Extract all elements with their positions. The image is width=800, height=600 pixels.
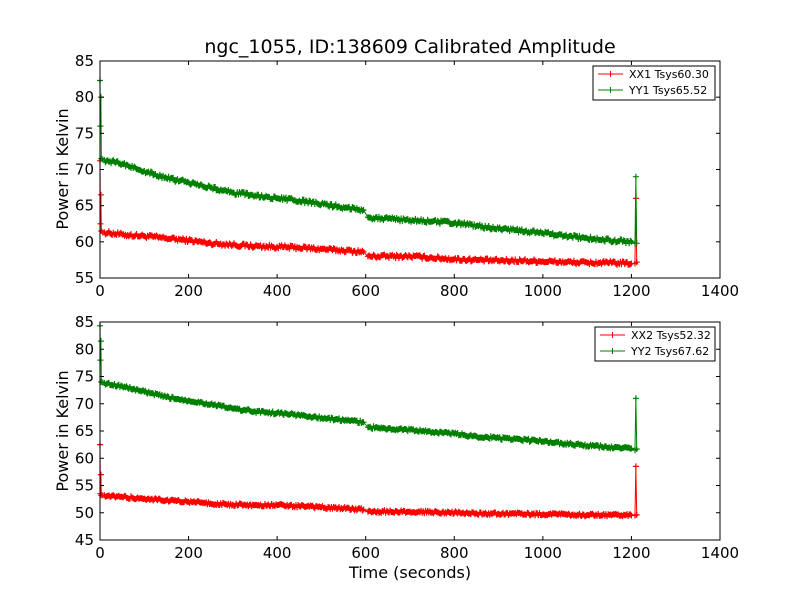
series-markers-xx <box>97 441 640 520</box>
x-tick-label: 800 <box>440 282 469 300</box>
x-tick-label: 1400 <box>701 544 739 562</box>
x-tick-label: 800 <box>440 544 469 562</box>
chart-title: ngc_1055, ID:138609 Calibrated Amplitude <box>204 36 615 58</box>
y-tick-label: 85 <box>75 313 94 331</box>
top-panel: 0 200 400 600 800 1000 1200 140055606570758085 … <box>53 52 739 300</box>
bottom-y-axis-label: Power in Kelvin <box>53 370 72 491</box>
y-tick-label: 50 <box>75 504 94 522</box>
y-tick-label: 75 <box>75 368 94 386</box>
series-markers-yy <box>97 77 640 247</box>
x-tick-label: 200 <box>174 282 203 300</box>
x-tick-label: 1400 <box>701 282 739 300</box>
x-tick-label: 200 <box>174 544 203 562</box>
x-tick-label: 1200 <box>612 282 650 300</box>
y-tick-label: 60 <box>75 449 94 467</box>
series-line-xx <box>99 160 638 266</box>
legend-label-yy1: YY1 Tsys65.52 <box>628 84 707 97</box>
y-tick-label: 70 <box>75 395 94 413</box>
x-tick-label: 400 <box>263 282 292 300</box>
x-tick-label: 1000 <box>524 282 562 300</box>
y-tick-label: 45 <box>75 531 94 549</box>
y-tick-label: 55 <box>75 477 94 495</box>
x-tick-label: 1200 <box>612 544 650 562</box>
y-tick-label: 75 <box>75 124 94 142</box>
x-tick-label: 0 <box>95 544 105 562</box>
series-line-xx <box>99 444 638 518</box>
legend-label-yy2: YY2 Tsys67.62 <box>630 345 709 358</box>
x-tick-label: 600 <box>351 282 380 300</box>
top-y-axis-label: Power in Kelvin <box>53 108 72 229</box>
y-tick-label: 80 <box>75 88 94 106</box>
legend-label-xx2: XX2 Tsys52.32 <box>631 329 711 342</box>
series-line-yy <box>99 325 638 451</box>
legend-label-xx1: XX1 Tsys60.30 <box>629 68 709 81</box>
x-tick-label: 400 <box>263 544 292 562</box>
bottom-legend-box <box>594 326 716 362</box>
y-tick-label: 60 <box>75 233 94 251</box>
y-tick-label: 65 <box>75 422 94 440</box>
bottom-x-axis-label: Time (seconds) <box>348 563 471 582</box>
y-tick-label: 85 <box>75 52 94 70</box>
top-legend-box <box>592 65 716 101</box>
x-tick-label: 0 <box>95 282 105 300</box>
x-tick-label: 1000 <box>524 544 562 562</box>
bottom-legend: XX2 Tsys52.32 YY2 Tsys67.62 <box>594 326 716 362</box>
x-tick-label: 600 <box>351 544 380 562</box>
bottom-panel: 0 200 400 600 800 1000 1200 1400 45 50 55 60 65 70 75 8… <box>53 313 739 582</box>
top-legend: XX1 Tsys60.30 YY1 Tsys65.52 <box>592 65 716 101</box>
y-tick-label: 80 <box>75 340 94 358</box>
y-tick-label: 55 <box>75 269 94 287</box>
series-markers-yy <box>97 322 640 454</box>
y-tick-label: 65 <box>75 197 94 215</box>
series-markers-xx <box>97 157 640 268</box>
y-tick-label: 70 <box>75 161 94 179</box>
